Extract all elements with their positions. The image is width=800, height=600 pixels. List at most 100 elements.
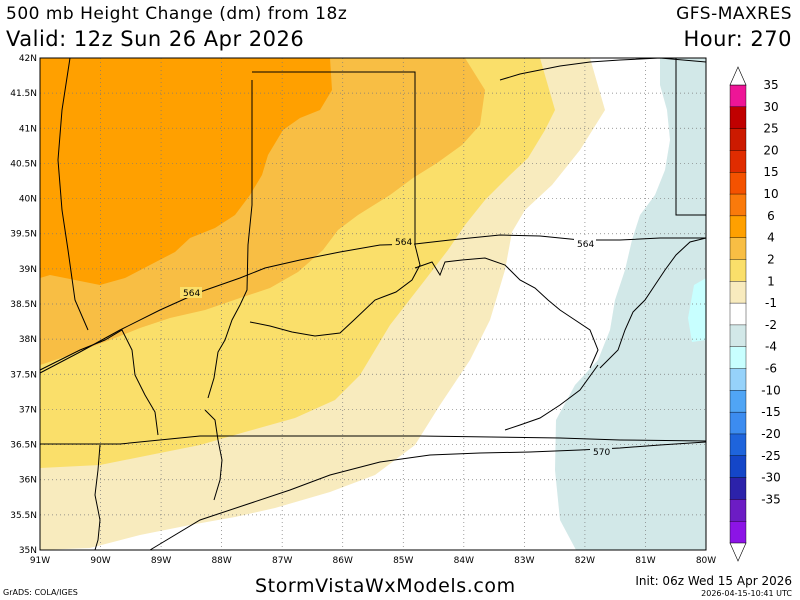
colorbar-swatch [729, 346, 747, 370]
grads-credit: GrADS: COLA/IGES [3, 588, 78, 597]
longitude-label: 86W [333, 556, 353, 566]
colorbar-top-arrow [729, 66, 747, 86]
model-name: GFS-MAXRES [676, 4, 792, 24]
latitude-label: 38.5N [10, 300, 37, 310]
colorbar-label: 25 [763, 122, 778, 136]
colorbar-swatch [729, 411, 747, 435]
kentucky-tennessee-border [40, 435, 707, 445]
latitude-label: 36N [19, 476, 37, 486]
state-borders [39, 57, 707, 551]
colorbar-label: -2 [765, 318, 777, 332]
colorbar-swatch [729, 433, 747, 457]
color-scale-bar: 35 30 25 20 15 10 6 4 2 1 -1 -2 -4 -6 -10 -15 -20 -25 -30 -… [729, 66, 781, 562]
colorbar-swatch [729, 368, 747, 391]
colorbar-swatch [729, 302, 747, 326]
colorbar-label: -35 [761, 492, 781, 506]
colorbar-label: 2 [767, 252, 775, 266]
colorbar-swatch [729, 477, 747, 500]
colorbar-label: -20 [761, 427, 781, 441]
latitude-label: 40N [19, 195, 37, 205]
latitude-label: 36.5N [10, 441, 37, 451]
longitude-label: 91W [30, 556, 50, 566]
longitude-label: 80W [696, 556, 716, 566]
ohio-river-east [414, 257, 599, 369]
colorbar-label: -10 [761, 383, 781, 397]
longitude-label: 81W [635, 556, 655, 566]
height-change-fills [40, 58, 706, 550]
colorbar-label: 20 [763, 143, 778, 157]
colorbar-swatch [729, 390, 747, 413]
latitude-label: 35.5N [10, 511, 37, 521]
colorbar-swatch [729, 215, 747, 239]
forecast-hour: Hour: 270 [683, 27, 792, 51]
colorbar-swatch [729, 455, 747, 479]
fill-neg2 [688, 278, 706, 342]
colorbar-swatch [729, 106, 747, 130]
contour-570 [149, 441, 707, 551]
contour-label-564b: 564 [395, 238, 412, 248]
kentucky-virginia-border [504, 364, 599, 431]
map-frame [39, 57, 707, 551]
colorbar-label: -15 [761, 405, 781, 419]
init-time: Init: 06z Wed 15 Apr 2026 [635, 574, 792, 588]
timestamp: 2026-04-15-10:41 UTC [701, 589, 792, 598]
colorbar-swatch [729, 324, 747, 348]
colorbar-label: 10 [763, 187, 778, 201]
colorbar-swatch [729, 237, 747, 260]
latitude-label: 41.5N [10, 89, 37, 99]
colorbar-swatch [729, 150, 747, 173]
colorbar-swatch [729, 520, 747, 544]
colorbar-label: 35 [763, 78, 778, 92]
longitude-label: 82W [575, 556, 595, 566]
lat-lon-grid [40, 58, 706, 550]
colorbar-label: -1 [765, 296, 777, 310]
latitude-label: 41N [19, 124, 37, 134]
colorbar-label: 15 [763, 165, 778, 179]
longitude-label: 87W [272, 556, 292, 566]
latitude-label: 37.5N [10, 370, 37, 380]
map-title: 500 mb Height Change (dm) from 18z [6, 4, 348, 24]
illinois-indiana-border [207, 80, 253, 399]
contour-label-564c: 564 [577, 240, 594, 250]
fill-neg1 [555, 58, 706, 550]
latitude-label: 40.5N [10, 159, 37, 169]
colorbar-swatch [729, 172, 747, 195]
colorbar-swatch [729, 259, 747, 282]
colorbar-label: 6 [767, 209, 775, 223]
colorbar-swatch [729, 84, 747, 108]
latitude-label: 39N [19, 265, 37, 275]
contour-label-570: 570 [593, 448, 610, 458]
pennsylvania-ohio-border [675, 58, 706, 216]
colorbar-label: 30 [763, 100, 778, 114]
latitude-labels: 42N 41.5N 41N 40.5N 40N 39.5N 39N 38.5N 38N 37.5N… [10, 54, 37, 556]
colorbar-label: -25 [761, 449, 781, 463]
longitude-label: 88W [211, 556, 231, 566]
colorbar-label: -30 [761, 471, 781, 485]
longitude-labels: 91W 90W 89W 88W 87W 86W 85W 84W 83W 82W 81W 80W [30, 556, 716, 566]
indiana-ohio-border [249, 71, 421, 337]
illinois-river-west [57, 57, 89, 331]
latitude-label: 39.5N [10, 230, 37, 240]
longitude-label: 89W [151, 556, 171, 566]
colorbar-swatch [729, 128, 747, 151]
longitude-label: 84W [454, 556, 474, 566]
colorbar-swatch [729, 281, 747, 304]
colorbar-label: -4 [765, 340, 777, 354]
mississippi-river [94, 444, 101, 551]
longitude-label: 85W [393, 556, 413, 566]
latitude-label: 42N [19, 54, 37, 64]
contour-labels: 564 564 564 570 [180, 236, 612, 458]
colorbar-label: -6 [765, 362, 777, 376]
missouri-illinois-border [39, 329, 159, 436]
latitude-label: 35N [19, 546, 37, 556]
colorbar-swatch [729, 499, 747, 522]
valid-time: Valid: 12z Sun 26 Apr 2026 [6, 27, 305, 51]
colorbar-label: 4 [767, 231, 775, 245]
website-credit: StormVistaWxModels.com [255, 575, 516, 597]
colorbar-swatch [729, 193, 747, 217]
latitude-label: 37N [19, 405, 37, 415]
kentucky-river-bend [204, 409, 223, 501]
colorbar-label: 1 [767, 274, 775, 288]
longitude-label: 83W [514, 556, 534, 566]
